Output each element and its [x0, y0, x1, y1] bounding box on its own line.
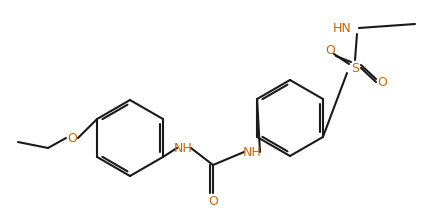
- Text: O: O: [67, 131, 77, 144]
- Text: O: O: [377, 75, 387, 88]
- Text: NH: NH: [174, 142, 193, 155]
- Text: O: O: [208, 194, 218, 207]
- Text: NH: NH: [243, 146, 261, 159]
- Text: S: S: [351, 62, 359, 75]
- Text: HN: HN: [333, 22, 352, 34]
- Text: O: O: [325, 43, 335, 56]
